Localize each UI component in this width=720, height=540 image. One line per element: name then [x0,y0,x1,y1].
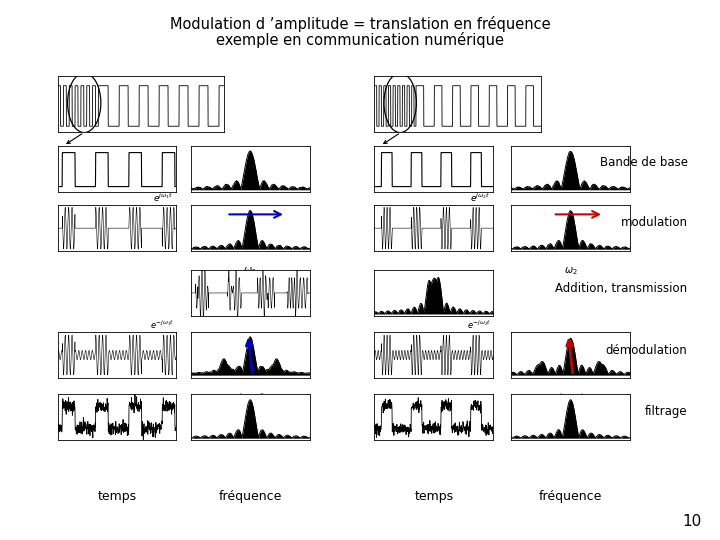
Text: Addition, transmission: Addition, transmission [555,282,688,295]
Text: $\dot{\omega}_2 - \ddot{\omega}_1$: $\dot{\omega}_2 - \ddot{\omega}_1$ [235,393,269,406]
Text: démodulation: démodulation [606,345,688,357]
Text: $\omega_2$: $\omega_2$ [564,265,577,276]
Text: $\omega_1$: $\omega_1$ [243,265,257,276]
Text: Modulation d ’amplitude = translation en fréquence: Modulation d ’amplitude = translation en… [170,16,550,32]
Text: $e^{-j\omega_1 t}$: $e^{-j\omega_1 t}$ [150,319,174,331]
Text: exemple en communication numérique: exemple en communication numérique [216,32,504,49]
Text: fréquence: fréquence [218,490,282,503]
Text: temps: temps [97,490,137,503]
Text: Bande de base: Bande de base [600,156,688,168]
Text: fréquence: fréquence [539,490,603,503]
Text: 10: 10 [683,514,702,529]
Text: filtrage: filtrage [645,405,688,418]
Text: $e^{j\omega_2 t}$: $e^{j\omega_2 t}$ [470,192,491,204]
Text: $e^{j\omega_1 t}$: $e^{j\omega_1 t}$ [153,192,174,204]
Text: modulation: modulation [621,216,688,229]
Text: $\hat{\omega}_1 - \hat{\omega}_2$: $\hat{\omega}_1 - \hat{\omega}_2$ [556,393,590,407]
Text: temps: temps [414,490,454,503]
Text: $e^{-j\omega_2 t}$: $e^{-j\omega_2 t}$ [467,319,491,331]
